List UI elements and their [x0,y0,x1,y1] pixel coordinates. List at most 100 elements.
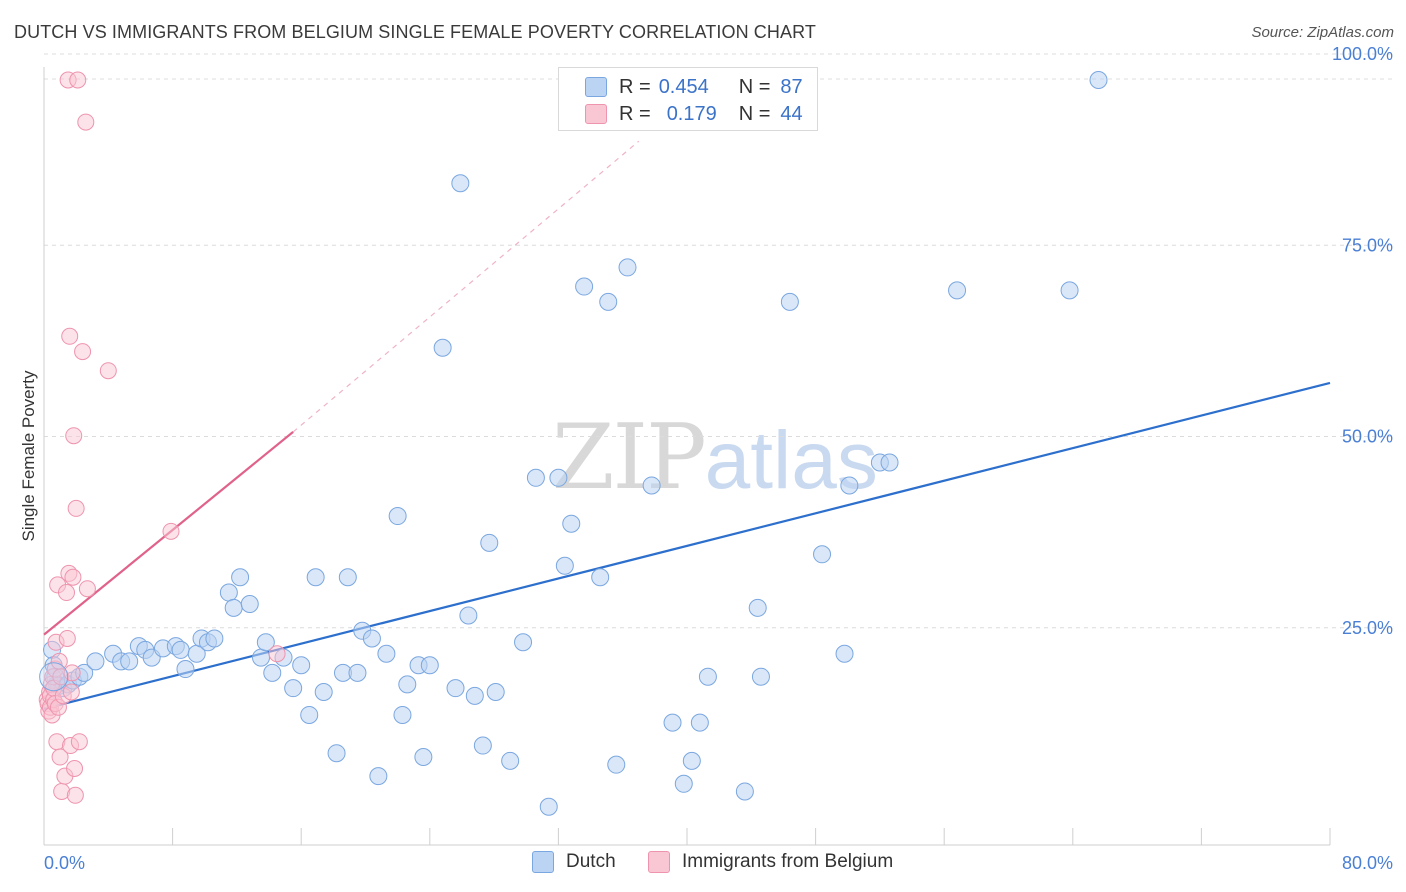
bottom-legend-swatch-dutch [532,851,554,873]
data-point-dutch [300,705,319,724]
y-axis-label: Single Female Poverty [19,370,38,542]
legend-row-belgium: R = 0.179 N = 44 [559,101,803,127]
data-point-dutch [599,292,618,311]
data-point-dutch [663,713,682,732]
data-point-dutch [735,782,754,801]
data-point-dutch [219,583,238,602]
data-point-belgium [78,580,96,598]
data-point-dutch [86,652,105,671]
axes [43,67,1331,846]
data-point-dutch [840,476,859,495]
y-tick-label: 50.0% [1342,427,1393,447]
data-point-dutch [377,644,396,663]
data-point-dutch [674,774,693,793]
data-point-dutch [690,713,709,732]
data-point-dutch [562,514,581,533]
bottom-legend-dutch: Dutch [532,851,616,873]
y-tick-label: 25.0% [1342,618,1393,638]
data-point-belgium [69,71,87,89]
data-point-belgium [268,645,286,663]
data-point-dutch [642,476,661,495]
data-point-dutch [948,281,967,300]
legend-r-label: R = [619,75,651,98]
data-point-belgium [62,683,80,701]
data-point-dutch [252,648,271,667]
data-point-dutch [780,292,799,311]
data-point-dutch [591,568,610,587]
data-point-belgium [58,629,76,647]
x-tick-label: 0.0% [44,853,85,873]
data-point-dutch [284,679,303,698]
data-point-dutch [698,667,717,686]
data-point-dutch [398,675,417,694]
legend-n-label: N = [738,102,771,125]
legend-r-value: 0.179 [666,102,717,125]
legend-n-value: 44 [780,102,803,125]
legend-row-dutch: R = 0.454 N = 87 [559,74,803,100]
data-point-dutch [362,629,381,648]
data-point-dutch [459,606,478,625]
data-point-belgium [61,327,79,345]
data-point-dutch [526,468,545,487]
data-point-dutch [292,656,311,675]
data-point-dutch [256,633,275,652]
data-point-belgium [58,584,76,602]
data-point-belgium [70,733,88,751]
source-label: Source: ZipAtlas.com [1251,24,1394,41]
data-point-belgium [99,362,117,380]
legend-r-label: R = [619,102,651,125]
data-point-dutch [575,277,594,296]
trend-lines [43,140,1331,710]
y-tick-label: 75.0% [1342,235,1393,255]
data-points [38,71,1108,816]
data-point-dutch [338,568,357,587]
legend-swatch-dutch [585,77,607,97]
data-point-belgium [64,568,82,586]
legend-swatch-belgium [585,104,607,124]
grid-lines [44,53,1392,629]
legend-n-value: 87 [780,75,803,98]
data-point-dutch [835,644,854,663]
data-point-dutch [240,595,259,614]
data-point-dutch [618,258,637,277]
data-point-dutch [224,598,243,617]
data-point-belgium [65,427,83,445]
data-point-dutch [751,667,770,686]
data-point-dutch [549,468,568,487]
data-point-dutch [263,663,282,682]
x-tick-label: 80.0% [1342,853,1393,873]
legend-r-value: 0.454 [658,75,709,98]
data-point-dutch [176,660,195,679]
legend: R = 0.454 N = 87 R = 0.179 N = 44 [558,67,818,131]
data-point-dutch [420,656,439,675]
data-point-dutch [306,568,325,587]
data-point-dutch [446,679,465,698]
data-point-dutch [120,652,139,671]
chart-title: DUTCH VS IMMIGRANTS FROM BELGIUM SINGLE … [14,22,816,42]
data-point-dutch [388,507,407,526]
data-point-dutch [414,748,433,767]
data-point-belgium [66,760,84,777]
data-point-dutch [39,662,69,692]
data-point-dutch [433,338,452,357]
data-point-dutch [501,751,520,770]
data-point-dutch [1060,281,1079,300]
data-point-belgium [51,748,69,766]
y-tick-label: 100.0% [1332,44,1393,64]
data-point-dutch [393,705,412,724]
bottom-legend-label-belgium: Immigrants from Belgium [682,851,894,872]
bottom-legend-swatch-belgium [648,851,670,873]
data-point-belgium [74,343,92,361]
data-point-dutch [348,663,367,682]
bottom-legend-label-dutch: Dutch [566,851,616,872]
data-point-dutch [607,755,626,774]
data-point-dutch [880,453,899,472]
data-point-dutch [480,533,499,552]
watermark-zip: ZIP [552,405,707,510]
data-point-belgium [77,113,95,131]
trend-line-dutch [43,381,1331,710]
bottom-legend-belgium: Immigrants from Belgium [648,851,893,873]
data-point-dutch [539,797,558,816]
legend-n-label: N = [738,75,771,98]
